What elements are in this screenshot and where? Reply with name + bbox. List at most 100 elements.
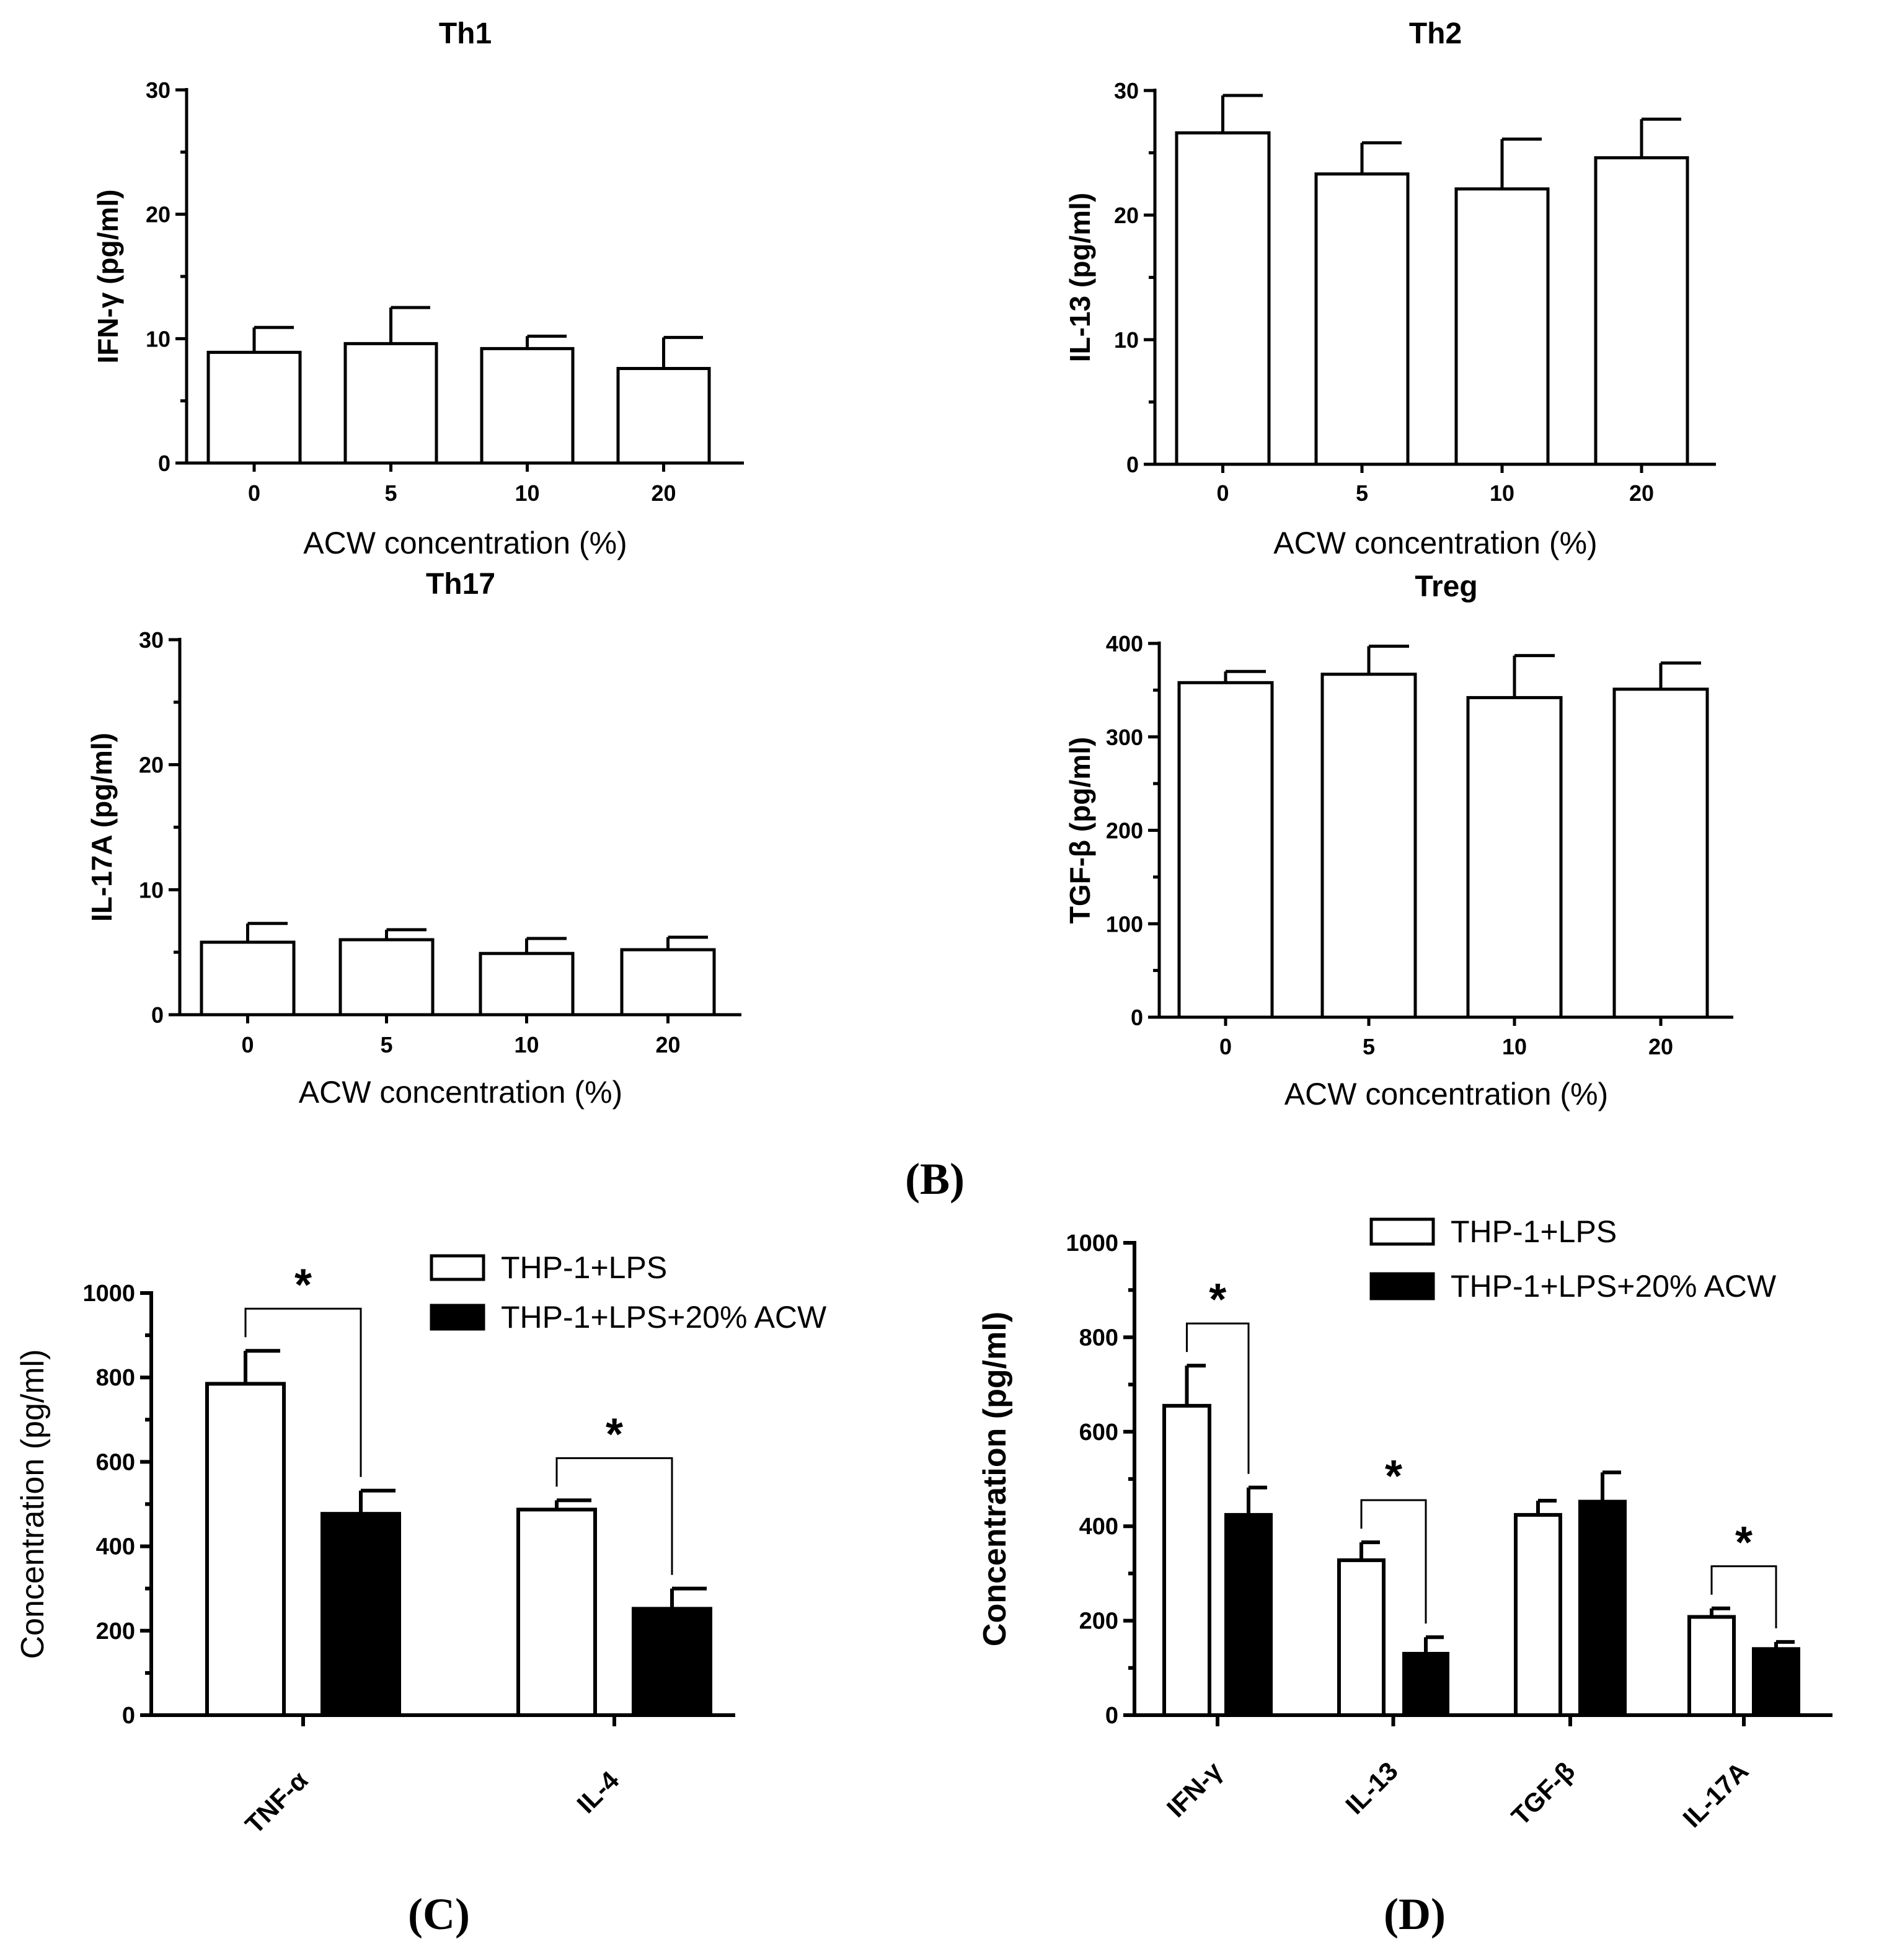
bar [206, 350, 302, 465]
y-tick-label: 400 [96, 1534, 135, 1560]
bar [1752, 1647, 1800, 1718]
x-tick-label: IL-17A [1677, 1756, 1754, 1833]
significance-star: * [294, 1260, 312, 1310]
panel-label-b: (B) [905, 1154, 965, 1204]
y-tick-label: 600 [1079, 1419, 1118, 1446]
y-tick-label: 100 [1106, 911, 1143, 937]
x-axis-label: ACW concentration (%) [303, 526, 627, 560]
y-axis-label: IL-13 (pg/ml) [1064, 193, 1096, 362]
y-tick-label: 200 [1106, 818, 1143, 844]
bar [479, 951, 575, 1017]
x-axis-label: ACW concentration (%) [299, 1075, 622, 1110]
significance-star: * [1209, 1275, 1226, 1325]
bar [1175, 131, 1271, 466]
bar [1402, 1651, 1449, 1717]
bar [480, 347, 575, 465]
chart-title: Th1 [439, 17, 492, 50]
x-tick-label: 10 [514, 1032, 539, 1057]
y-axis-label: TGF-β (pg/ml) [1064, 737, 1096, 924]
x-tick-label: IL-4 [571, 1765, 624, 1819]
y-tick-label: 30 [1114, 78, 1139, 104]
chart-title: Treg [1415, 570, 1477, 603]
y-tick-label: 1000 [1066, 1230, 1118, 1256]
x-tick-label: 5 [1356, 480, 1368, 506]
y-tick-label: 400 [1106, 631, 1143, 656]
chart-treg: 0 100 200 300 400 TGF-β (pg/ml) Treg 0 5 10 20 ACW … [1064, 570, 1733, 1111]
x-tick-label: TNF-α [239, 1765, 313, 1839]
y-tick-label: 1000 [82, 1281, 135, 1307]
y-tick-label: 30 [139, 627, 164, 653]
y-axis-label: Concentration (pg/ml) [977, 1312, 1013, 1646]
x-axis-label: ACW concentration (%) [1284, 1077, 1608, 1111]
y-tick-label: 200 [1079, 1609, 1118, 1635]
bar [320, 1512, 401, 1718]
x-tick-label: 0 [248, 480, 260, 506]
chart-panel-c: 0 200 400 600 800 1000 Concentration (pg/ml) TN… [15, 1250, 827, 1839]
y-tick-label: 20 [146, 202, 170, 227]
bar [1687, 1615, 1736, 1717]
significance-star: * [1385, 1452, 1402, 1501]
y-tick-label: 200 [96, 1618, 135, 1644]
chart-title: Th17 [426, 568, 495, 601]
y-tick-label: 10 [1114, 327, 1139, 353]
y-tick-label: 20 [139, 753, 164, 778]
chart-th1: 0 10 20 30 IFN-γ (pg/ml) Th1 0 5 10 20 ACW concent… [92, 17, 744, 560]
chart-panel-d: 0 200 400 600 800 1000 Concentration (pg/ml) IF… [977, 1214, 1832, 1833]
y-tick-label: 300 [1106, 725, 1143, 750]
y-tick-label: 800 [1079, 1325, 1118, 1351]
bar [1514, 1512, 1562, 1718]
panel-label-c: (C) [408, 1889, 470, 1939]
bar [516, 1508, 597, 1718]
bar [1594, 156, 1689, 466]
significance-star: * [1735, 1518, 1753, 1568]
bar [616, 366, 711, 465]
x-axis-label: ACW concentration (%) [1273, 526, 1597, 560]
bar [1337, 1558, 1386, 1717]
legend-swatch [430, 1254, 485, 1281]
bar [1466, 695, 1563, 1019]
bar [338, 938, 435, 1017]
x-tick-label: 20 [1629, 480, 1654, 506]
legend-swatch [1369, 1217, 1435, 1246]
legend-label: THP-1+LPS+20% ACW [501, 1300, 827, 1335]
x-tick-label: 20 [1648, 1034, 1673, 1059]
chart-title: Th2 [1409, 17, 1462, 50]
panel-label-d: (D) [1384, 1889, 1446, 1939]
chart-th2: 0 10 20 30 IL-13 (pg/ml) Th2 0 5 10 20 ACW concent… [1064, 17, 1716, 560]
x-tick-label: 0 [241, 1032, 254, 1057]
x-tick-label: 0 [1219, 1034, 1232, 1059]
bar [632, 1607, 712, 1717]
significance-star: * [606, 1410, 623, 1459]
y-tick-label: 0 [1126, 452, 1139, 477]
y-axis-label: IFN-γ (pg/ml) [92, 189, 124, 363]
y-tick-label: 0 [122, 1703, 135, 1729]
y-tick-label: 20 [1114, 203, 1139, 228]
bar [200, 940, 296, 1017]
x-tick-label: IFN-γ [1161, 1756, 1228, 1823]
bar [205, 1382, 286, 1718]
significance-bracket [555, 1457, 673, 1575]
y-tick-label: 30 [146, 77, 170, 103]
x-tick-label: 20 [651, 480, 676, 506]
bar [343, 342, 438, 465]
bar [1162, 1403, 1211, 1717]
x-tick-label: TGF-β [1506, 1756, 1581, 1831]
y-tick-label: 10 [146, 326, 170, 351]
x-tick-label: 5 [1363, 1034, 1375, 1059]
y-tick-label: 400 [1079, 1514, 1118, 1540]
significance-bracket [1710, 1565, 1777, 1628]
bar [1320, 673, 1417, 1019]
x-tick-label: 10 [1490, 480, 1514, 506]
y-tick-label: 0 [151, 1002, 164, 1028]
bar [620, 948, 716, 1017]
significance-bracket [244, 1307, 362, 1477]
legend-label: THP-1+LPS [501, 1250, 667, 1285]
chart-th17: 0 10 20 30 IL-17A (pg/ml) Th17 0 5 10 20 ACW conce… [86, 568, 741, 1110]
bar [1314, 172, 1410, 466]
x-tick-label: 10 [1502, 1034, 1527, 1059]
y-tick-label: 0 [158, 451, 170, 476]
legend-swatch [430, 1304, 485, 1331]
bar [1454, 187, 1550, 466]
bar [1177, 681, 1274, 1019]
y-axis-label: IL-17A (pg/ml) [86, 733, 118, 922]
